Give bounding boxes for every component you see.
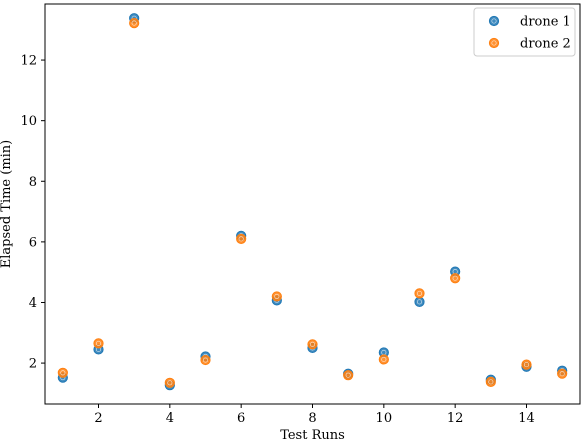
data-point: [414, 296, 425, 307]
axes-layer: 2 4 6 8 10 12 14 2 4 6 8 10 12 Test Runs Elapsed Time …: [0, 3, 581, 443]
legend-marker-detail: [491, 18, 497, 24]
legend-label: drone 1: [520, 15, 571, 30]
x-tick-label: 10: [376, 411, 393, 426]
y-tick-label: 2: [29, 357, 37, 372]
data-point-marker-detail: [416, 299, 423, 305]
y-tick-label: 8: [29, 175, 37, 190]
x-tick-label: 4: [166, 411, 174, 426]
legend-box: [473, 7, 576, 57]
data-point: [271, 291, 282, 302]
data-point: [414, 288, 425, 299]
data-point-marker-detail: [488, 379, 494, 385]
legend-marker: [488, 37, 500, 49]
series-2: [57, 17, 568, 388]
data-point: [200, 354, 211, 366]
data-point-marker-detail: [238, 236, 244, 242]
x-tick-label: 2: [94, 411, 102, 426]
y-tick-label: 4: [29, 296, 37, 311]
y-tick-label: 6: [29, 235, 37, 250]
data-point: [164, 377, 175, 388]
data-point: [236, 233, 247, 244]
data-point: [521, 359, 532, 370]
x-tick-label: 8: [308, 411, 316, 426]
x-tick-label: 12: [447, 411, 464, 426]
data-point-marker-detail: [452, 275, 458, 281]
legend: drone 1 drone 2: [473, 7, 576, 57]
x-tick-label: 6: [237, 411, 245, 426]
legend-label: drone 2: [520, 37, 571, 52]
data-point-marker-detail: [60, 370, 66, 376]
data-point-marker-detail: [202, 357, 209, 363]
y-axis-label: Elapsed Time (min): [0, 140, 14, 269]
data-point-marker-detail: [274, 293, 280, 299]
x-tick-label: 14: [518, 411, 535, 426]
data-point: [93, 338, 104, 349]
y-tick-label: 12: [20, 54, 37, 69]
data-point: [450, 273, 461, 284]
data-point-marker-detail: [167, 380, 173, 386]
plot-layer: [57, 13, 568, 391]
data-point: [57, 367, 68, 378]
data-point-marker-detail: [416, 290, 423, 296]
data-point: [343, 370, 354, 381]
x-axis-label: Test Runs: [280, 428, 345, 443]
data-point-marker-detail: [345, 372, 351, 378]
data-point: [485, 376, 496, 387]
data-point-marker-detail: [309, 341, 316, 347]
data-point: [557, 368, 568, 379]
legend-marker: [488, 15, 500, 27]
data-point-marker-detail: [95, 340, 102, 346]
data-point-marker-detail: [523, 362, 530, 368]
data-point-marker-detail: [131, 20, 137, 26]
series-1: [57, 13, 568, 391]
y-tick-label: 10: [20, 114, 37, 129]
data-point-marker-detail: [381, 356, 387, 363]
data-point: [129, 17, 140, 29]
data-point-marker-detail: [559, 371, 565, 377]
data-point: [307, 339, 318, 350]
legend-marker-detail: [491, 40, 497, 46]
data-point: [378, 354, 389, 365]
